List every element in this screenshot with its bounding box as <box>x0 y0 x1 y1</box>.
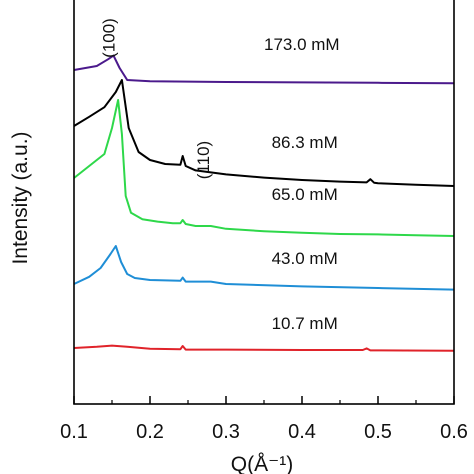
series-line-1 <box>73 79 455 187</box>
series-line-2 <box>73 99 455 237</box>
series-label-0: 173.0 mM <box>264 35 340 54</box>
x-tick-label: 0.3 <box>212 421 240 443</box>
series-line-3 <box>73 245 455 291</box>
series-label-2: 65.0 mM <box>272 185 338 204</box>
x-axis-title: Q(Å⁻¹) <box>231 453 293 474</box>
series-line-4 <box>73 344 455 352</box>
x-tick-label: 0.4 <box>288 421 316 443</box>
x-tick-label: 0.1 <box>60 421 88 443</box>
ticks-layer: 0.1 0.2 0.3 0.4 0.5 0.6 <box>60 396 468 443</box>
peak-label-0: (100) <box>100 18 119 58</box>
series-label-1: 86.3 mM <box>272 133 338 152</box>
peak-label-1: (110) <box>194 141 213 179</box>
series-layer <box>73 54 455 352</box>
labels-layer: 173.0 mM 86.3 mM 65.0 mM 43.0 mM 10.7 mM (100… <box>100 18 340 333</box>
series-label-4: 10.7 mM <box>272 314 338 333</box>
x-tick-label: 0.6 <box>440 421 468 443</box>
y-axis-title: Intensity (a.u.) <box>9 131 32 264</box>
x-tick-label: 0.5 <box>364 421 392 443</box>
plot-frame <box>73 0 455 405</box>
series-label-3: 43.0 mM <box>272 249 338 268</box>
series-line-0 <box>73 54 455 85</box>
x-tick-label: 0.2 <box>136 421 164 443</box>
